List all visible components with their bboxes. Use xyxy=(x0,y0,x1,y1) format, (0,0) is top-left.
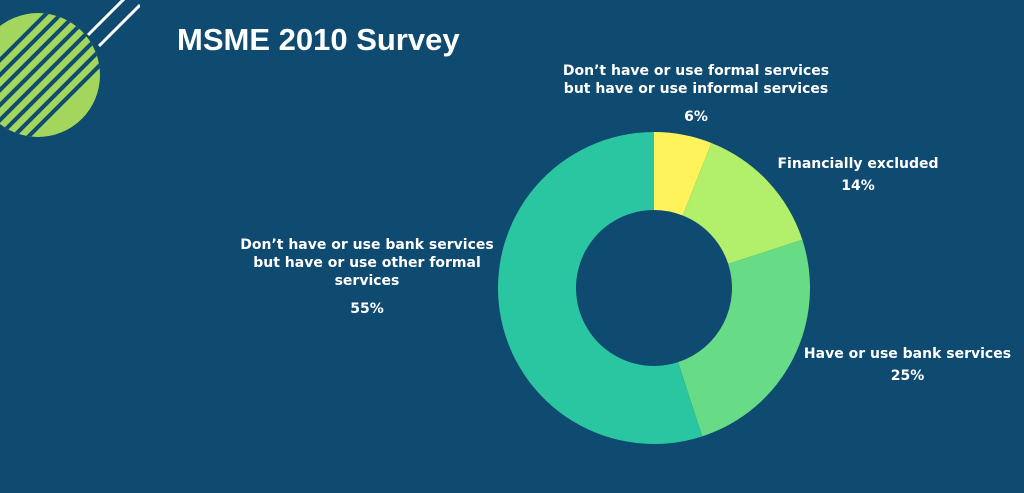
donut-slice-2 xyxy=(678,239,810,437)
slice-label-bank: Have or use bank services 25% xyxy=(800,345,1015,385)
slice-name: Don’t have or use bank services but have… xyxy=(240,237,494,289)
slice-label-other-formal: Don’t have or use bank services but have… xyxy=(240,236,494,318)
slice-value-label: 14% xyxy=(841,178,875,194)
slice-name: Financially excluded xyxy=(777,156,939,172)
donut-slice-3 xyxy=(498,132,703,444)
slice-label-excluded: Financially excluded 14% xyxy=(768,155,948,195)
slice-name: Don’t have or use formal services but ha… xyxy=(562,63,830,97)
donut-slice-0 xyxy=(654,132,712,216)
slice-label-informal: Don’t have or use formal services but ha… xyxy=(560,62,832,126)
chart-title: MSME 2010 Survey xyxy=(177,22,460,57)
slice-value-label: 6% xyxy=(684,109,708,125)
slice-name: Have or use bank services xyxy=(803,346,1012,362)
slice-value-label: 55% xyxy=(350,301,384,317)
slice-value-label: 25% xyxy=(890,368,925,384)
donut-slice-1 xyxy=(682,142,803,264)
decorative-striped-circle xyxy=(0,0,140,137)
